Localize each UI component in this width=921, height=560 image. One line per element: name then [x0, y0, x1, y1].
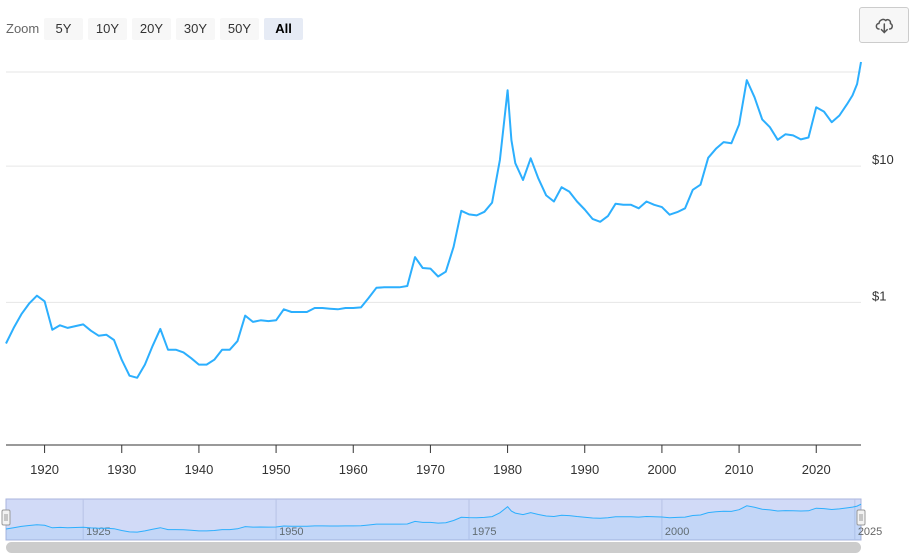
x-tick-label: 1970 — [416, 462, 445, 477]
x-tick-label: 1980 — [493, 462, 522, 477]
navigator[interactable]: 1925 1950 1975 2000 2025 — [1, 498, 882, 553]
x-tick-label: 1960 — [339, 462, 368, 477]
x-tick-label: 1990 — [570, 462, 599, 477]
y-tick-label: $1 — [872, 288, 886, 303]
price-series-line — [5, 61, 862, 379]
x-tick-label: 1940 — [184, 462, 213, 477]
navigator-label: 1925 — [86, 526, 110, 538]
navigator-mask — [6, 499, 861, 540]
x-tick-label: 1920 — [30, 462, 59, 477]
x-tick-label: 1930 — [107, 462, 136, 477]
export-menu-button[interactable] — [859, 7, 909, 43]
zoom-5y-button[interactable]: 5Y — [44, 18, 83, 40]
cloud-download-icon — [875, 18, 893, 34]
navigator-series-line — [5, 503, 862, 533]
zoom-toolbar: Zoom 5Y 10Y 20Y 30Y 50Y All — [0, 0, 600, 60]
navigator-label: 2000 — [665, 526, 689, 538]
navigator-handle[interactable] — [1, 509, 11, 526]
x-tick-label: 2020 — [802, 462, 831, 477]
zoom-all-button[interactable]: All — [264, 18, 303, 40]
grid-lines — [6, 71, 861, 303]
x-axis: 1920 1930 1940 1950 1960 1970 1980 1990 2000 2010… — [6, 444, 861, 477]
navigator-series-area — [6, 504, 861, 540]
navigator-handle[interactable] — [856, 509, 866, 526]
y-tick-label: $10 — [872, 152, 894, 167]
zoom-50y-button[interactable]: 50Y — [220, 18, 259, 40]
navigator-label: 1975 — [472, 526, 496, 538]
y-axis-labels: $1 $10 — [872, 152, 894, 303]
zoom-30y-button[interactable]: 30Y — [176, 18, 215, 40]
scrollbar-thumb[interactable] — [6, 542, 861, 553]
zoom-label: Zoom — [6, 21, 40, 36]
zoom-20y-button[interactable]: 20Y — [132, 18, 171, 40]
x-tick-label: 1950 — [262, 462, 291, 477]
x-tick-label: 2010 — [725, 462, 754, 477]
zoom-10y-button[interactable]: 10Y — [88, 18, 127, 40]
series-layer — [5, 61, 862, 379]
navigator-label: 1950 — [279, 526, 303, 538]
navigator-label: 2025 — [858, 526, 882, 538]
x-tick-label: 2000 — [647, 462, 676, 477]
